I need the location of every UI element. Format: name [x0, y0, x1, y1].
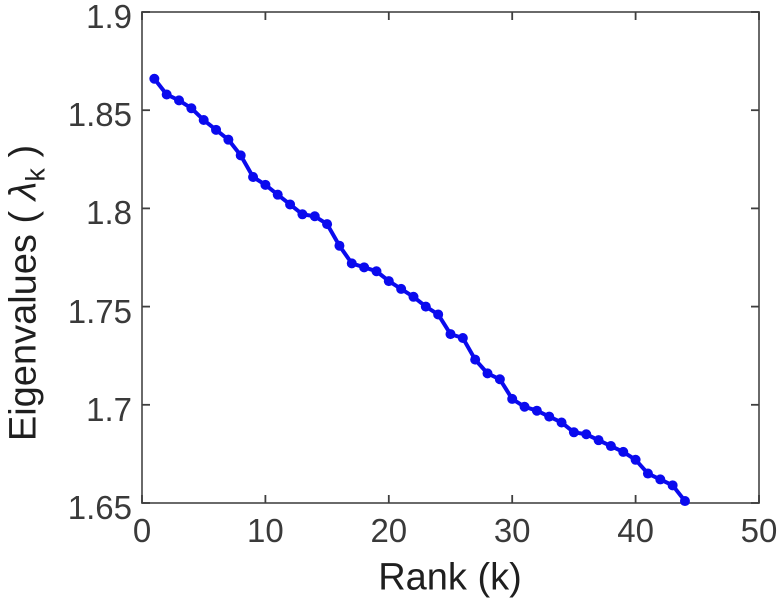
y-tick-label: 1.85	[67, 96, 132, 134]
plot-border	[141, 11, 760, 504]
data-point-marker	[544, 411, 555, 422]
data-point-marker	[507, 393, 518, 404]
data-point-marker	[482, 368, 493, 379]
data-point-marker	[470, 354, 481, 365]
data-point-marker	[149, 73, 160, 84]
x-tick-label: 50	[740, 512, 778, 549]
data-point-marker	[223, 134, 234, 145]
data-point-marker	[531, 405, 542, 416]
data-point-marker	[371, 266, 382, 277]
data-point-marker	[186, 103, 197, 114]
data-point-marker	[568, 427, 579, 438]
x-tick-label: 0	[132, 512, 152, 549]
data-point-marker	[679, 496, 690, 507]
y-tick-label: 1.75	[67, 292, 132, 330]
data-point-marker	[433, 309, 444, 320]
x-tick-label: 30	[493, 512, 531, 549]
data-point-marker	[445, 329, 456, 340]
x-tick-label: 20	[370, 512, 408, 549]
x-tick-label: 40	[617, 512, 654, 549]
data-point-marker	[260, 179, 271, 190]
data-point-marker	[457, 333, 468, 344]
lambda-subscript: k	[20, 168, 51, 182]
data-line	[152, 76, 687, 504]
data-point-marker	[322, 219, 333, 230]
data-point-marker	[272, 189, 283, 200]
x-tick-label: 10	[247, 512, 284, 549]
data-point-marker	[161, 89, 172, 100]
x-axis-label: Rank (k)	[378, 556, 522, 599]
data-point-marker	[642, 468, 653, 479]
lambda-symbol: λ	[2, 181, 45, 201]
data-point-marker	[667, 480, 678, 491]
y-tick-label: 1.9	[86, 0, 132, 35]
y-axis-label-text: Eigenvalues (	[2, 200, 45, 442]
data-point-marker	[211, 124, 222, 135]
data-point-marker	[630, 454, 641, 465]
data-point-marker	[346, 258, 357, 269]
data-point-marker	[618, 446, 629, 457]
y-axis-label: Eigenvalues ( λk )	[3, 145, 52, 441]
data-point-marker	[605, 441, 616, 452]
data-point-marker	[359, 262, 370, 273]
data-point-marker	[655, 474, 666, 485]
data-point-marker	[408, 291, 419, 302]
data-point-marker	[297, 209, 308, 220]
data-point-marker	[198, 115, 209, 126]
data-point-marker	[334, 240, 345, 251]
data-point-marker	[556, 417, 567, 428]
data-point-marker	[235, 150, 246, 161]
data-point-marker	[420, 301, 431, 312]
data-point-marker	[309, 211, 320, 222]
data-point-marker	[396, 283, 407, 294]
y-tick-label: 1.65	[67, 489, 132, 526]
data-point-marker	[383, 276, 394, 287]
data-point-marker	[593, 435, 604, 446]
data-point-marker	[248, 171, 259, 182]
data-point-marker	[285, 199, 296, 210]
y-tick-label: 1.8	[86, 194, 132, 232]
data-point-marker	[494, 374, 505, 385]
data-point-marker	[519, 401, 530, 412]
data-point-marker	[581, 429, 592, 440]
data-point-marker	[174, 95, 185, 106]
y-tick-label: 1.7	[86, 390, 132, 428]
y-axis-label-close: )	[2, 144, 45, 169]
